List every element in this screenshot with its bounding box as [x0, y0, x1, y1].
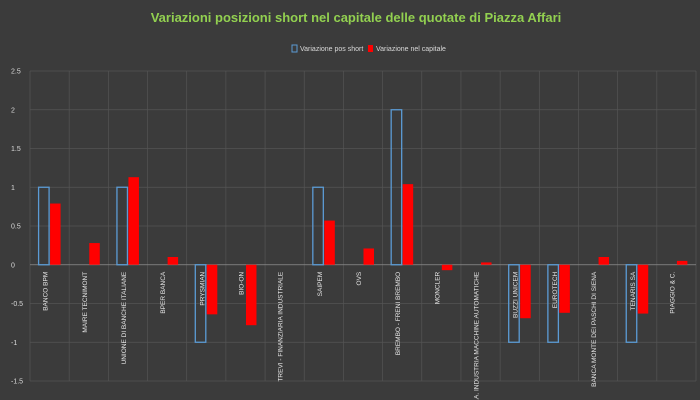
bar-variazione-pos-short	[312, 186, 324, 266]
y-tick-label: 0.5	[11, 224, 21, 231]
bar-variazione-nel-capitale	[598, 257, 610, 265]
x-tick-label: MONCLER	[434, 271, 441, 304]
bar-variazione-nel-capitale	[637, 264, 649, 314]
bar-variazione-nel-capitale	[559, 264, 570, 313]
bars	[37, 109, 688, 343]
legend: Variazione pos short Variazione nel capit…	[291, 44, 446, 53]
x-tick-label: BREMBO - FRENI BREMBO	[395, 272, 402, 355]
y-tick-label: 1	[11, 185, 15, 192]
x-tick-label: SAIPEM	[317, 272, 324, 297]
x-tick-label: PIAGGIO & C.	[669, 272, 676, 314]
bar-variazione-nel-capitale	[402, 184, 414, 265]
y-tick-label: 0	[11, 262, 15, 269]
chart-title: Variazioni posizioni short nel capitale …	[151, 10, 562, 25]
x-tick-label: BANCO BPM	[43, 272, 50, 311]
bar-variazione-pos-short	[37, 186, 50, 266]
bar-variazione-pos-short	[390, 109, 403, 266]
bar-variazione-pos-short	[194, 264, 207, 343]
bar-variazione-nel-capitale	[206, 264, 218, 315]
x-tick-label: TENARIS SA	[630, 271, 637, 310]
x-tick-label: OVS	[356, 271, 363, 285]
legend-label: Variazione nel capitale	[376, 46, 446, 53]
bar-variazione-nel-capitale	[50, 203, 61, 265]
bar-variazione-pos-short	[508, 264, 520, 343]
legend-swatch-variazione-pos-short	[291, 44, 298, 53]
x-axis: BANCO BPM MAIRE TECNIMONT UNIONE DI BANCHE…	[43, 271, 677, 400]
y-tick-label: 2	[11, 107, 15, 114]
legend-label: Variazione pos short	[300, 46, 363, 53]
y-tick-label: -0.5	[11, 301, 23, 308]
y-tick-label: -1.5	[11, 379, 23, 386]
x-tick-label: MAIRE TECNIMONT	[82, 272, 89, 333]
bar-variazione-nel-capitale	[481, 262, 492, 265]
x-tick-label: BANCA MONTE DEI PASCHI DI SIENA	[591, 271, 598, 387]
bar-variazione-nel-capitale	[167, 257, 179, 265]
bar-variazione-pos-short	[547, 264, 560, 343]
bar-variazione-nel-capitale	[128, 177, 139, 265]
bar-variazione-nel-capitale	[441, 264, 453, 271]
x-tick-label: I.M.A. INDUSTRIA MACCHINE AUTOMATICHE	[474, 271, 481, 400]
bar-variazione-nel-capitale	[676, 260, 688, 265]
gridlines	[29, 70, 697, 382]
y-tick-label: 2.5	[11, 69, 21, 76]
x-tick-label: UNIONE DI BANCHE ITALIANE	[121, 271, 128, 364]
y-tick-label: -1	[11, 340, 17, 347]
bar-variazione-nel-capitale	[324, 220, 335, 265]
x-tick-label: EUROTECH	[552, 271, 559, 308]
x-tick-label: BIO-ON	[238, 271, 245, 294]
x-tick-label: PRYSMIAN	[199, 271, 206, 305]
bar-variazione-nel-capitale	[89, 243, 100, 265]
bar-variazione-nel-capitale	[363, 248, 374, 265]
bar-variazione-pos-short	[625, 264, 638, 343]
y-axis: 2.5 2 1.5 1 0.5 0 -0.5 -1 -1.5	[11, 69, 23, 386]
y-tick-label: 1.5	[11, 146, 21, 153]
bar-variazione-nel-capitale	[245, 264, 257, 326]
x-tick-label: TREVI - FINANZIARIA INDUSTRIALE	[278, 271, 285, 381]
x-tick-label: BUZZI UNICEM	[513, 272, 520, 318]
legend-swatch-variazione-nel-capitale	[368, 45, 373, 52]
x-tick-label: BPER BANCA	[160, 271, 167, 314]
bar-variazione-nel-capitale	[520, 264, 531, 319]
bar-variazione-pos-short	[116, 186, 129, 266]
